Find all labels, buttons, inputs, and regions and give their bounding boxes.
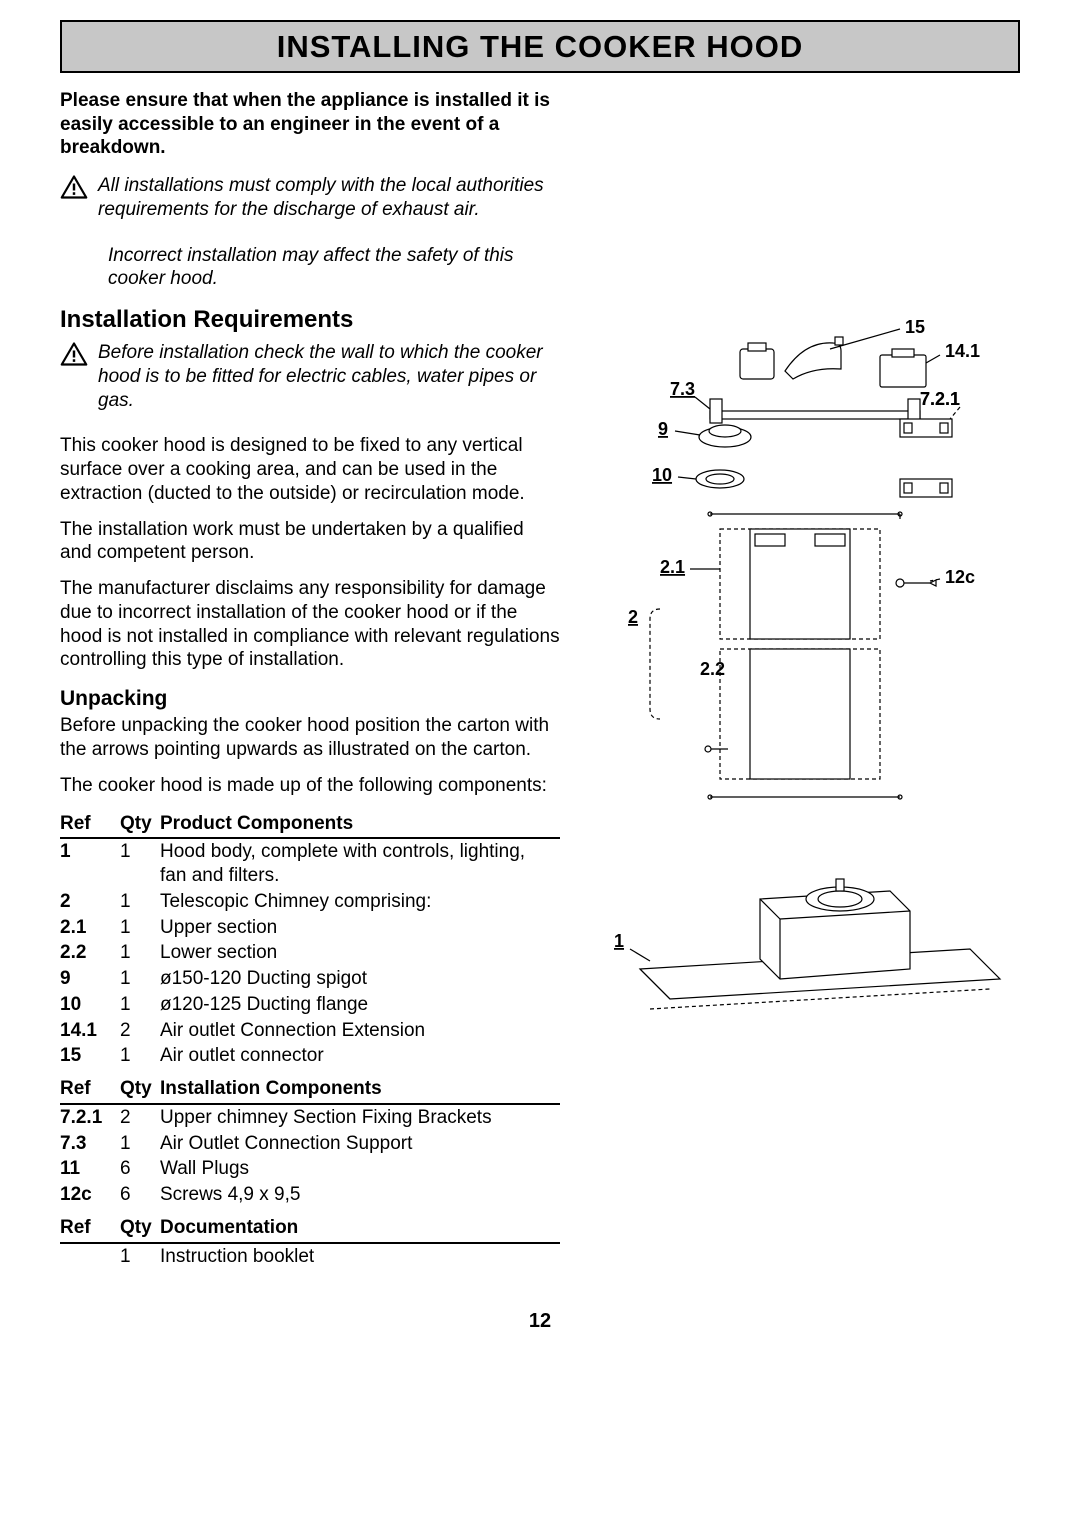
- cell-desc: Instruction booklet: [160, 1243, 560, 1270]
- cell-qty: 1: [120, 838, 160, 889]
- warning-icon: [60, 174, 88, 232]
- cell-desc: Upper section: [160, 915, 560, 941]
- svg-text:7.2.1: 7.2.1: [920, 389, 960, 409]
- th-qty: Qty: [120, 1208, 160, 1243]
- cell-ref: 2.2: [60, 940, 120, 966]
- lbl-9: 9: [658, 419, 668, 439]
- warning-icon: [60, 341, 88, 422]
- cell-qty: 1: [120, 940, 160, 966]
- cell-desc: Wall Plugs: [160, 1156, 560, 1182]
- lbl-15: 15: [905, 319, 925, 337]
- lbl-14-1: 14.1: [945, 341, 980, 361]
- cell-desc: Air outlet Connection Extension: [160, 1018, 560, 1044]
- cell-qty: 1: [120, 1043, 160, 1069]
- cell-qty: 2: [120, 1018, 160, 1044]
- table-row: 116Wall Plugs: [60, 1156, 560, 1182]
- left-column: Please ensure that when the appliance is…: [60, 89, 560, 1270]
- warning-text-2: Before installation check the wall to wh…: [98, 341, 560, 422]
- cell-ref: 9: [60, 966, 120, 992]
- cell-desc: ø150-120 Ducting spigot: [160, 966, 560, 992]
- table-row: 12c6Screws 4,9 x 9,5: [60, 1182, 560, 1208]
- right-column: .ln{stroke:#000;stroke-width:1.2;fill:no…: [600, 89, 1060, 1270]
- cell-ref: 7.2.1: [60, 1104, 120, 1131]
- cell-ref: [60, 1243, 120, 1270]
- components-diagram: .ln{stroke:#000;stroke-width:1.2;fill:no…: [600, 319, 1060, 1039]
- th-ref: Ref: [60, 1069, 120, 1104]
- page-title: INSTALLING THE COOKER HOOD: [62, 28, 1018, 67]
- lbl-2-1: 2.1: [660, 557, 685, 577]
- cell-qty: 1: [120, 1131, 160, 1157]
- cell-qty: 1: [120, 915, 160, 941]
- cell-desc: Lower section: [160, 940, 560, 966]
- th-ref: Ref: [60, 810, 120, 839]
- cell-desc: Air outlet connector: [160, 1043, 560, 1069]
- cell-desc: Telescopic Chimney comprising:: [160, 889, 560, 915]
- table-row: 151Air outlet connector: [60, 1043, 560, 1069]
- intro-warning: Please ensure that when the appliance is…: [60, 89, 560, 160]
- table-row: 101ø120-125 Ducting flange: [60, 992, 560, 1018]
- components-table: Ref Qty Product Components 11Hood body, …: [60, 810, 560, 1270]
- cell-ref: 2: [60, 889, 120, 915]
- cell-qty: 1: [120, 992, 160, 1018]
- cell-ref: 11: [60, 1156, 120, 1182]
- th-doc: Documentation: [160, 1208, 560, 1243]
- table-row: 7.2.12Upper chimney Section Fixing Brack…: [60, 1104, 560, 1131]
- cell-ref: 12c: [60, 1182, 120, 1208]
- cell-ref: 15: [60, 1043, 120, 1069]
- cell-qty: 6: [120, 1182, 160, 1208]
- cell-ref: 10: [60, 992, 120, 1018]
- table-row: 2.21Lower section: [60, 940, 560, 966]
- table-row: 11Hood body, complete with controls, lig…: [60, 838, 560, 889]
- cell-desc: Air Outlet Connection Support: [160, 1131, 560, 1157]
- warn1a: All installations must comply with the l…: [98, 174, 560, 222]
- cell-qty: 1: [120, 889, 160, 915]
- p3: The manufacturer disclaims any responsib…: [60, 577, 560, 672]
- table-row: 1Instruction booklet: [60, 1243, 560, 1270]
- page-number: 12: [60, 1309, 1020, 1334]
- cell-desc: Hood body, complete with controls, light…: [160, 838, 560, 889]
- warn2: Before installation check the wall to wh…: [98, 341, 560, 412]
- heading-installation-requirements: Installation Requirements: [60, 305, 560, 335]
- lbl-2-2: 2.2: [700, 659, 725, 679]
- table-row: 91ø150-120 Ducting spigot: [60, 966, 560, 992]
- table-row: 7.31Air Outlet Connection Support: [60, 1131, 560, 1157]
- lbl-10: 10: [652, 465, 672, 485]
- warning-block-2: Before installation check the wall to wh…: [60, 341, 560, 422]
- lbl-7-3: 7.3: [670, 379, 695, 399]
- cell-desc: Screws 4,9 x 9,5: [160, 1182, 560, 1208]
- p5: The cooker hood is made up of the follow…: [60, 774, 560, 798]
- lbl-2: 2: [628, 607, 638, 627]
- page-title-bar: INSTALLING THE COOKER HOOD: [60, 20, 1020, 73]
- warn1b: Incorrect installation may affect the sa…: [108, 244, 560, 292]
- heading-unpacking: Unpacking: [60, 686, 560, 712]
- lbl-1: 1: [614, 931, 624, 951]
- cell-qty: 2: [120, 1104, 160, 1131]
- table-row: 2.11Upper section: [60, 915, 560, 941]
- p4: Before unpacking the cooker hood positio…: [60, 714, 560, 762]
- cell-qty: 6: [120, 1156, 160, 1182]
- lbl-12c: 12c: [945, 567, 975, 587]
- cell-ref: 7.3: [60, 1131, 120, 1157]
- cell-desc: ø120-125 Ducting flange: [160, 992, 560, 1018]
- cell-qty: 1: [120, 966, 160, 992]
- cell-qty: 1: [120, 1243, 160, 1270]
- th-ref: Ref: [60, 1208, 120, 1243]
- th-prod: Product Components: [160, 810, 560, 839]
- cell-ref: 14.1: [60, 1018, 120, 1044]
- p1: This cooker hood is designed to be fixed…: [60, 434, 560, 505]
- warning-text-1: All installations must comply with the l…: [98, 174, 560, 232]
- table-row: 21Telescopic Chimney comprising:: [60, 889, 560, 915]
- cell-desc: Upper chimney Section Fixing Brackets: [160, 1104, 560, 1131]
- cell-ref: 1: [60, 838, 120, 889]
- p2: The installation work must be undertaken…: [60, 518, 560, 566]
- table-row: 14.12Air outlet Connection Extension: [60, 1018, 560, 1044]
- th-qty: Qty: [120, 1069, 160, 1104]
- cell-ref: 2.1: [60, 915, 120, 941]
- th-qty: Qty: [120, 810, 160, 839]
- warning-block-1: All installations must comply with the l…: [60, 174, 560, 232]
- th-inst: Installation Components: [160, 1069, 560, 1104]
